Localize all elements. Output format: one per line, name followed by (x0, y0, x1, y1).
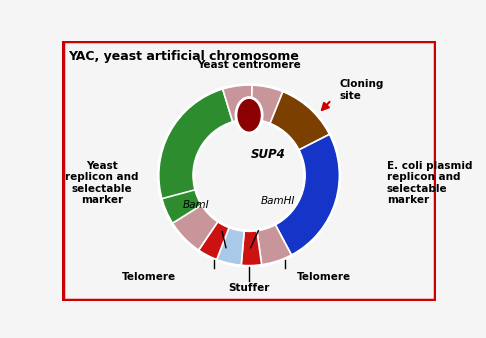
Wedge shape (198, 221, 229, 260)
Wedge shape (275, 134, 340, 256)
Text: SUP4: SUP4 (251, 148, 286, 161)
Text: Stuffer: Stuffer (228, 283, 270, 293)
Wedge shape (241, 230, 262, 266)
Text: E. coli plasmid
replicon and
selectable
marker: E. coli plasmid replicon and selectable … (387, 161, 472, 206)
Wedge shape (251, 84, 283, 124)
Wedge shape (217, 227, 244, 266)
Text: YAC, yeast artificial chromosome: YAC, yeast artificial chromosome (68, 50, 299, 63)
Wedge shape (158, 89, 244, 266)
Text: BamI: BamI (183, 200, 210, 210)
Wedge shape (270, 91, 330, 150)
Text: Telomere: Telomere (297, 271, 351, 282)
Wedge shape (223, 84, 252, 122)
Wedge shape (161, 190, 202, 223)
Text: Telomere: Telomere (122, 271, 176, 282)
Wedge shape (172, 205, 218, 251)
Text: Cloning
site: Cloning site (339, 79, 383, 101)
Text: Yeast
replicon and
selectable
marker: Yeast replicon and selectable marker (65, 161, 139, 206)
Wedge shape (257, 224, 292, 265)
Ellipse shape (236, 98, 262, 133)
Text: BamHI: BamHI (260, 196, 295, 206)
Text: Yeast centromere: Yeast centromere (197, 60, 301, 70)
